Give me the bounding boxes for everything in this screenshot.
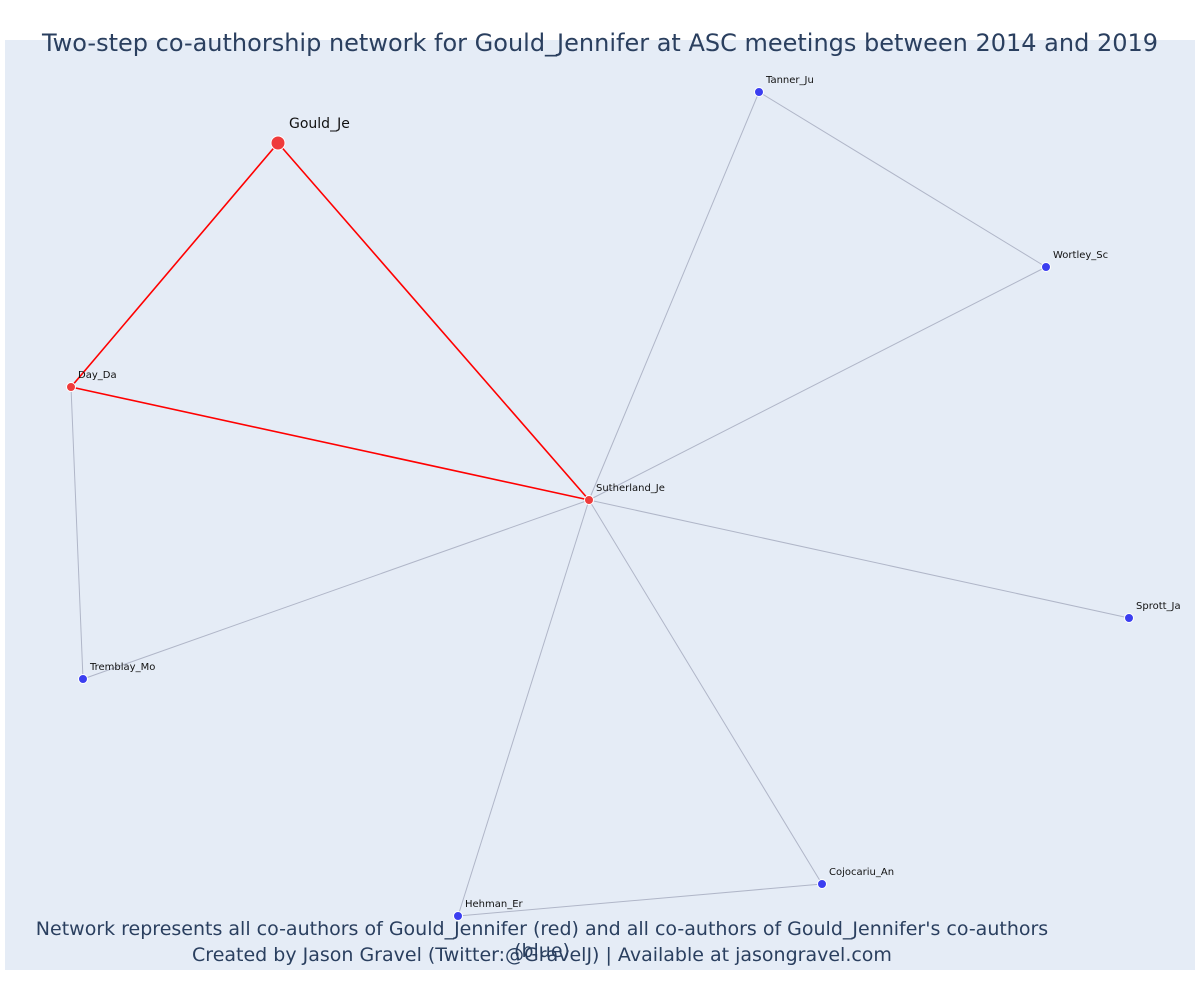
node-sutherland-je[interactable]	[584, 495, 594, 505]
node-cojocariu-an[interactable]	[817, 879, 827, 889]
chart-title: Two-step co-authorship network for Gould…	[41, 29, 1159, 57]
caption-line-1: Network represents all co-authors of Gou…	[35, 918, 1049, 962]
node-label-hehman-er: Hehman_Er	[465, 899, 524, 910]
edge-sutherland-je-cojocariu-an	[588, 499, 823, 885]
edge-sutherland-je-hehman-er	[457, 499, 590, 917]
node-label-gould-je: Gould_Je	[289, 116, 350, 132]
node-label-tanner-ju: Tanner_Ju	[765, 75, 814, 86]
edge-sutherland-je-tremblay-mo	[82, 499, 590, 680]
nodes-layer	[66, 87, 1134, 921]
node-sprott-ja[interactable]	[1124, 613, 1134, 623]
edge-day-da-tremblay-mo	[70, 386, 84, 680]
edge-tanner-ju-wortley-sc	[758, 91, 1047, 268]
node-label-sprott-ja: Sprott_Ja	[1136, 601, 1181, 612]
node-day-da[interactable]	[66, 382, 76, 392]
edge-sutherland-je-tanner-ju	[588, 91, 760, 501]
node-label-day-da: Day_Da	[78, 370, 117, 381]
edge-sutherland-je-sprott-ja	[588, 499, 1130, 619]
node-label-tremblay-mo: Tremblay_Mo	[89, 662, 155, 673]
edge-sutherland-je-wortley-sc	[588, 266, 1047, 501]
edge-hehman-er-cojocariu-an	[457, 883, 823, 917]
node-label-sutherland-je: Sutherland_Je	[596, 483, 665, 494]
edge-day-da-sutherland-je	[70, 386, 590, 501]
caption-line-2: Created by Jason Gravel (Twitter:@Gravel…	[192, 944, 892, 966]
edge-gould-je-sutherland-je	[277, 142, 590, 501]
edges-layer	[70, 91, 1130, 917]
labels-layer: Gould_Je Day_Da Sutherland_Je Tanner_Ju Wort…	[78, 75, 1181, 910]
node-label-cojocariu-an: Cojocariu_An	[829, 867, 894, 878]
node-gould-je[interactable]	[270, 135, 286, 151]
node-label-wortley-sc: Wortley_Sc	[1053, 250, 1108, 261]
node-tanner-ju[interactable]	[754, 87, 764, 97]
node-tremblay-mo[interactable]	[78, 674, 88, 684]
edge-gould-je-day-da	[70, 142, 279, 388]
plot-area	[5, 40, 1195, 970]
node-wortley-sc[interactable]	[1041, 262, 1051, 272]
node-hehman-er[interactable]	[453, 911, 463, 921]
